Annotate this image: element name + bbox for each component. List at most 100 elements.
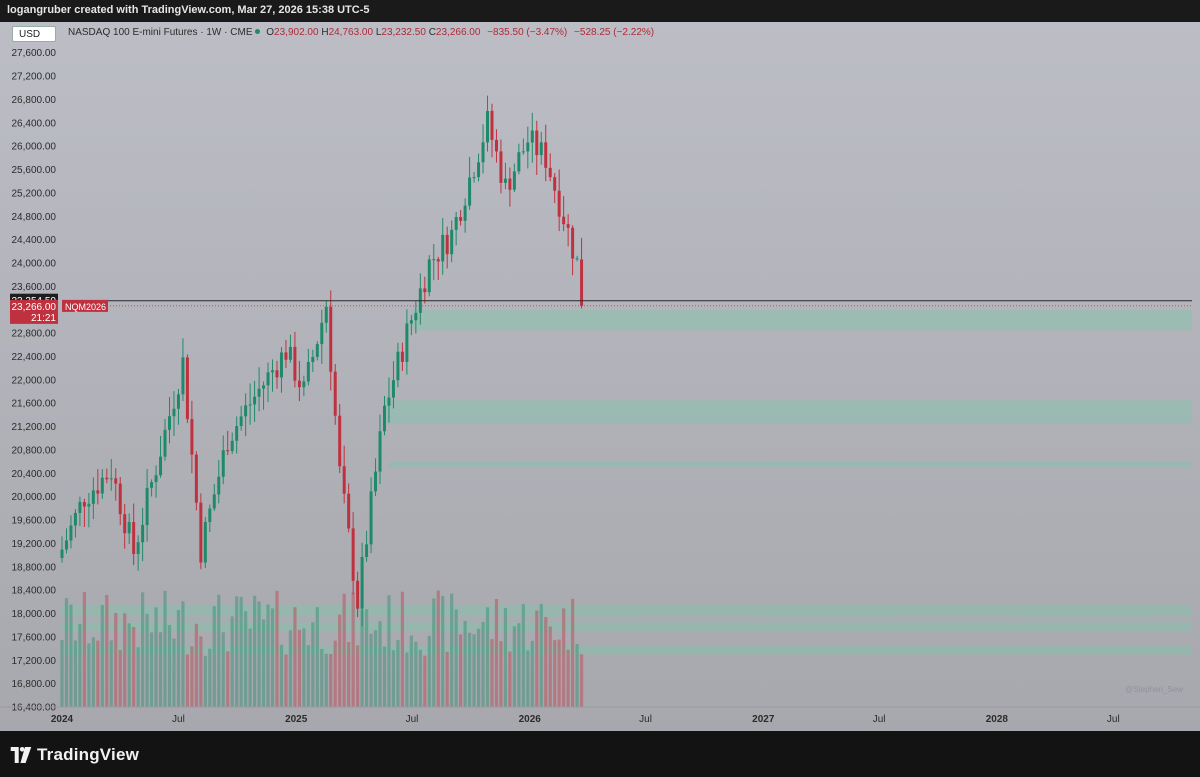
candle-body (288, 346, 292, 360)
candle-body (136, 542, 140, 555)
open-value: 23,902.00 (274, 27, 319, 38)
volume-bar (490, 639, 494, 707)
candle-body (512, 171, 516, 190)
volume-bar (154, 607, 158, 707)
price-tick-label: 22,800.00 (12, 329, 57, 340)
volume-bar (208, 648, 212, 707)
volume-bar (517, 623, 521, 707)
current-price-label: 23,266.00 (12, 302, 57, 313)
candle-body (279, 352, 283, 378)
volume-bar (275, 590, 279, 707)
volume-bar (78, 623, 82, 707)
volume-bar (382, 646, 387, 707)
volume-bar (557, 639, 561, 707)
candle-body (105, 477, 109, 480)
support-zone (388, 461, 1192, 468)
candle-body (73, 512, 77, 526)
candle-body (320, 322, 324, 345)
volume-bar (306, 645, 310, 707)
volume-bar (423, 655, 427, 707)
volume-bar (360, 609, 364, 707)
candle-body (96, 490, 100, 494)
candle-body (535, 130, 539, 156)
volume-bar (432, 598, 436, 707)
candle-body (248, 404, 252, 406)
volume-bar (342, 593, 346, 707)
volume-bar (521, 604, 525, 707)
volume-bar (481, 621, 485, 707)
candle-body (499, 151, 503, 183)
candle-body (230, 440, 234, 452)
candle-body (302, 381, 306, 388)
candle-body (360, 556, 364, 609)
candle-body (150, 482, 154, 488)
candle-body (172, 408, 176, 417)
candle-body (548, 167, 552, 178)
symbol-legend: NASDAQ 100 E-mini Futures · 1W · CME O23… (68, 27, 654, 38)
volume-bar (261, 619, 266, 707)
candle-body (203, 521, 207, 563)
price-tick-label: 17,600.00 (12, 632, 57, 643)
candle-body (324, 306, 328, 323)
volume-bar (351, 592, 355, 707)
price-tick-label: 24,800.00 (12, 212, 57, 223)
volume-bar (405, 652, 409, 707)
symbol-name[interactable]: NASDAQ 100 E-mini Futures · 1W · CME (68, 27, 253, 38)
volume-bar (244, 611, 248, 707)
price-tick-label: 20,400.00 (12, 469, 57, 480)
close-value: 23,266.00 (435, 27, 481, 38)
candle-body (382, 405, 386, 432)
price-tick-label: 24,400.00 (12, 235, 57, 246)
volume-bar (579, 654, 584, 707)
candle-body (159, 456, 163, 476)
candle-body (306, 362, 310, 382)
candle-body (293, 346, 297, 381)
volume-bar (320, 648, 324, 707)
volume-bar (176, 610, 181, 707)
volume-bar (526, 650, 530, 707)
support-zone (62, 604, 1192, 617)
high-label: H (321, 27, 329, 38)
candle-body (221, 450, 225, 477)
candle-body (154, 475, 158, 483)
volume-bar (163, 590, 167, 707)
volume-histogram (60, 590, 584, 707)
volume-bar (297, 629, 301, 707)
price-tick-label: 27,600.00 (12, 48, 57, 59)
price-tick-label: 19,600.00 (12, 516, 57, 527)
candle-body (557, 190, 561, 217)
chart-plot[interactable]: 27,600.00 27,200.00 26,800.00 26,400.00 26,0… (0, 22, 1200, 731)
volume-bar (535, 610, 539, 707)
tradingview-logo[interactable]: TradingView (10, 745, 139, 765)
bar-countdown-label: 21:21 (31, 313, 56, 324)
time-tick-label: 2024 (51, 714, 74, 725)
price-tick-label: 26,000.00 (12, 142, 57, 153)
candle-body (391, 380, 395, 398)
volume-bar (190, 646, 194, 707)
volume-bar (315, 607, 319, 707)
price-tick-label: 21,600.00 (12, 399, 57, 410)
current-price-tag (10, 299, 58, 324)
candle-body (508, 178, 512, 190)
price-tick-label: 16,800.00 (12, 679, 57, 690)
volume-bar (333, 640, 337, 707)
price-tick-label: 17,200.00 (12, 656, 57, 667)
candle-body (167, 416, 171, 430)
volume-bar (562, 608, 566, 707)
candle-body (575, 258, 579, 260)
candle-body (526, 142, 530, 152)
volume-bar (149, 632, 154, 707)
volume-bar (463, 620, 467, 707)
candle-body (123, 514, 127, 534)
currency-selector[interactable]: USD (12, 26, 56, 42)
candle-body (82, 501, 86, 507)
high-value: 24,763.00 (328, 27, 374, 38)
time-tick-label: 2027 (752, 714, 775, 725)
volume-bar (441, 595, 445, 707)
candle-body (190, 419, 194, 455)
volume-bar (459, 634, 463, 707)
support-zone (62, 622, 1192, 632)
volume-bar (476, 628, 481, 707)
volume-bar (293, 607, 297, 707)
